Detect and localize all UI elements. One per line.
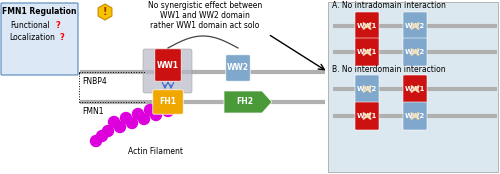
Text: rather WW1 domain act solo: rather WW1 domain act solo — [150, 22, 260, 30]
Text: !: ! — [103, 7, 107, 17]
Text: B. No interdomain interaction: B. No interdomain interaction — [332, 65, 446, 73]
Text: WW1 and WW2 domain: WW1 and WW2 domain — [160, 11, 250, 21]
Circle shape — [144, 105, 156, 116]
Text: FMN1: FMN1 — [82, 107, 104, 116]
Circle shape — [96, 130, 108, 141]
Text: ?: ? — [60, 33, 64, 42]
FancyBboxPatch shape — [403, 75, 427, 103]
Circle shape — [108, 117, 120, 128]
FancyBboxPatch shape — [355, 75, 379, 103]
Circle shape — [162, 105, 173, 117]
Text: FNBP4: FNBP4 — [82, 77, 107, 86]
FancyBboxPatch shape — [403, 38, 427, 66]
Text: WW1: WW1 — [357, 23, 377, 29]
Circle shape — [120, 113, 132, 124]
FancyBboxPatch shape — [355, 12, 379, 40]
Circle shape — [156, 101, 168, 112]
Text: WW1: WW1 — [357, 113, 377, 119]
Text: Actin Filament: Actin Filament — [128, 148, 182, 156]
Polygon shape — [98, 4, 112, 20]
Text: WW1: WW1 — [357, 49, 377, 55]
FancyBboxPatch shape — [1, 3, 78, 75]
Text: Localization: Localization — [9, 33, 55, 42]
Circle shape — [90, 136, 102, 147]
Circle shape — [150, 109, 162, 121]
Text: No synergistic effect between: No synergistic effect between — [148, 2, 262, 10]
Text: FH1: FH1 — [160, 97, 176, 106]
Text: A. No intradomain interaction: A. No intradomain interaction — [332, 2, 446, 10]
Text: WW2: WW2 — [405, 113, 425, 119]
Text: Functional: Functional — [10, 21, 50, 30]
FancyBboxPatch shape — [155, 49, 181, 81]
FancyBboxPatch shape — [143, 49, 192, 93]
FancyBboxPatch shape — [226, 55, 250, 81]
Polygon shape — [224, 91, 272, 113]
FancyBboxPatch shape — [403, 12, 427, 40]
Circle shape — [102, 125, 114, 136]
FancyBboxPatch shape — [153, 90, 183, 114]
Text: WW2: WW2 — [357, 86, 377, 92]
Text: WW1: WW1 — [157, 61, 179, 69]
FancyBboxPatch shape — [355, 38, 379, 66]
Circle shape — [114, 121, 126, 132]
FancyBboxPatch shape — [355, 102, 379, 130]
Text: FH2: FH2 — [236, 97, 254, 106]
Circle shape — [126, 117, 138, 129]
Text: FMN1 Regulation: FMN1 Regulation — [2, 7, 76, 17]
Circle shape — [138, 113, 149, 125]
FancyBboxPatch shape — [328, 2, 498, 172]
Text: ?: ? — [56, 21, 60, 30]
Text: WW2: WW2 — [405, 23, 425, 29]
Text: WW2: WW2 — [227, 64, 249, 73]
Text: WW2: WW2 — [405, 49, 425, 55]
FancyBboxPatch shape — [403, 102, 427, 130]
Text: WW1: WW1 — [405, 86, 425, 92]
Circle shape — [132, 109, 143, 120]
